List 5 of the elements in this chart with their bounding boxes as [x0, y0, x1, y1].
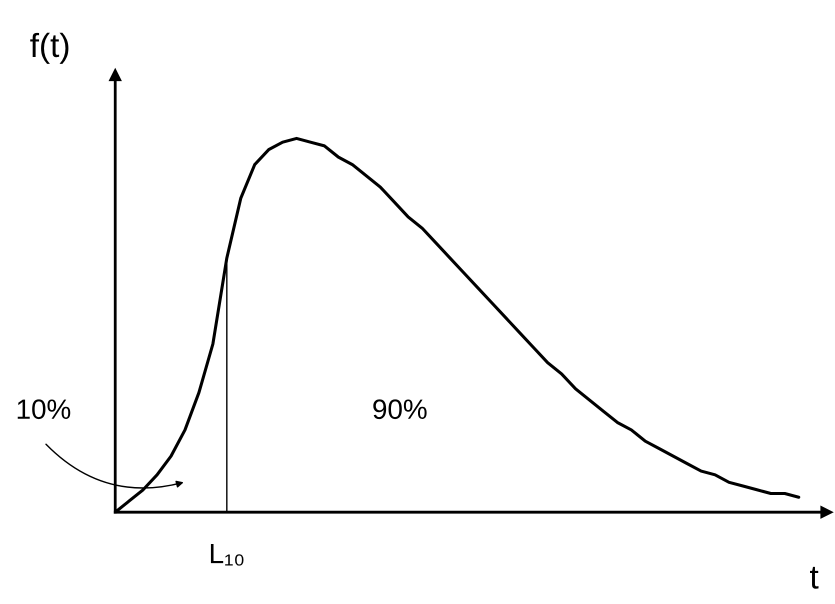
text: L₁₀	[210, 544, 244, 566]
x-axis-title: t	[810, 566, 819, 589]
text: 10%	[18, 399, 70, 420]
y-axis-title: f(t)	[30, 32, 68, 64]
annotation: 90%	[373, 399, 427, 420]
